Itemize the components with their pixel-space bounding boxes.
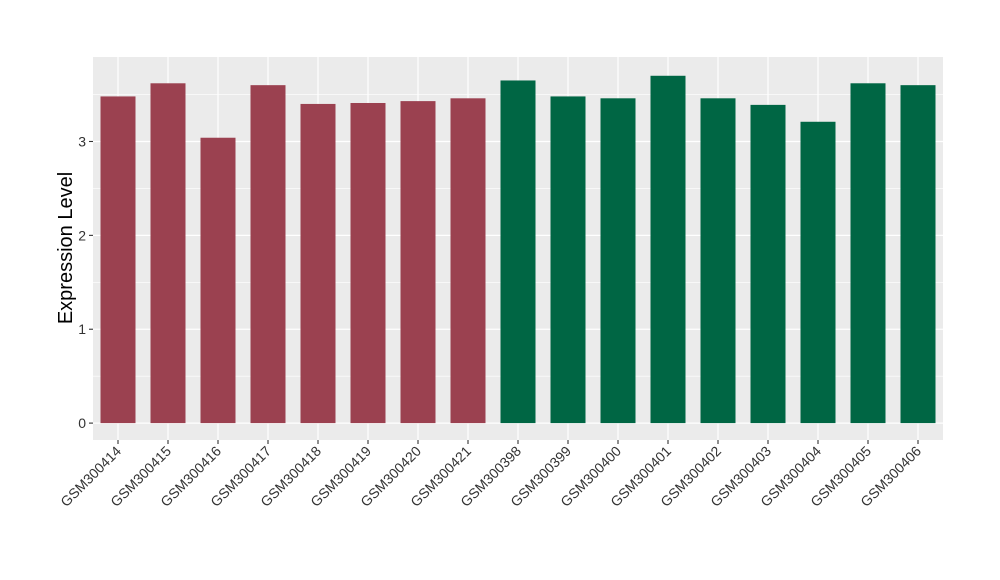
y-tick-label: 0 bbox=[78, 415, 86, 431]
y-axis: 0 1 2 3 bbox=[78, 133, 93, 431]
bars bbox=[100, 75, 936, 424]
bar-GSM300400 bbox=[600, 98, 636, 424]
y-tick-label: 1 bbox=[78, 321, 86, 337]
bar-GSM300406 bbox=[900, 85, 936, 424]
bar-GSM300420 bbox=[400, 101, 436, 424]
bar-GSM300418 bbox=[300, 103, 336, 424]
bar-GSM300402 bbox=[700, 98, 736, 424]
bar-GSM300405 bbox=[850, 83, 886, 424]
bar-GSM300401 bbox=[650, 75, 686, 424]
bar-GSM300415 bbox=[150, 83, 186, 424]
bar-GSM300398 bbox=[500, 80, 536, 424]
bar-GSM300404 bbox=[800, 121, 836, 424]
y-tick-label: 2 bbox=[78, 227, 86, 243]
bar-GSM300403 bbox=[750, 104, 786, 424]
bar-GSM300416 bbox=[200, 137, 236, 424]
y-tick-label: 3 bbox=[78, 133, 86, 149]
bar-GSM300399 bbox=[550, 96, 586, 424]
y-axis-title: Expression Level bbox=[55, 172, 77, 324]
x-axis: GSM300414GSM300415GSM300416GSM300417GSM3… bbox=[57, 440, 924, 510]
bar-GSM300417 bbox=[250, 85, 286, 424]
bar-GSM300414 bbox=[100, 96, 136, 424]
bar-GSM300419 bbox=[350, 102, 386, 424]
bar-GSM300421 bbox=[450, 98, 486, 424]
